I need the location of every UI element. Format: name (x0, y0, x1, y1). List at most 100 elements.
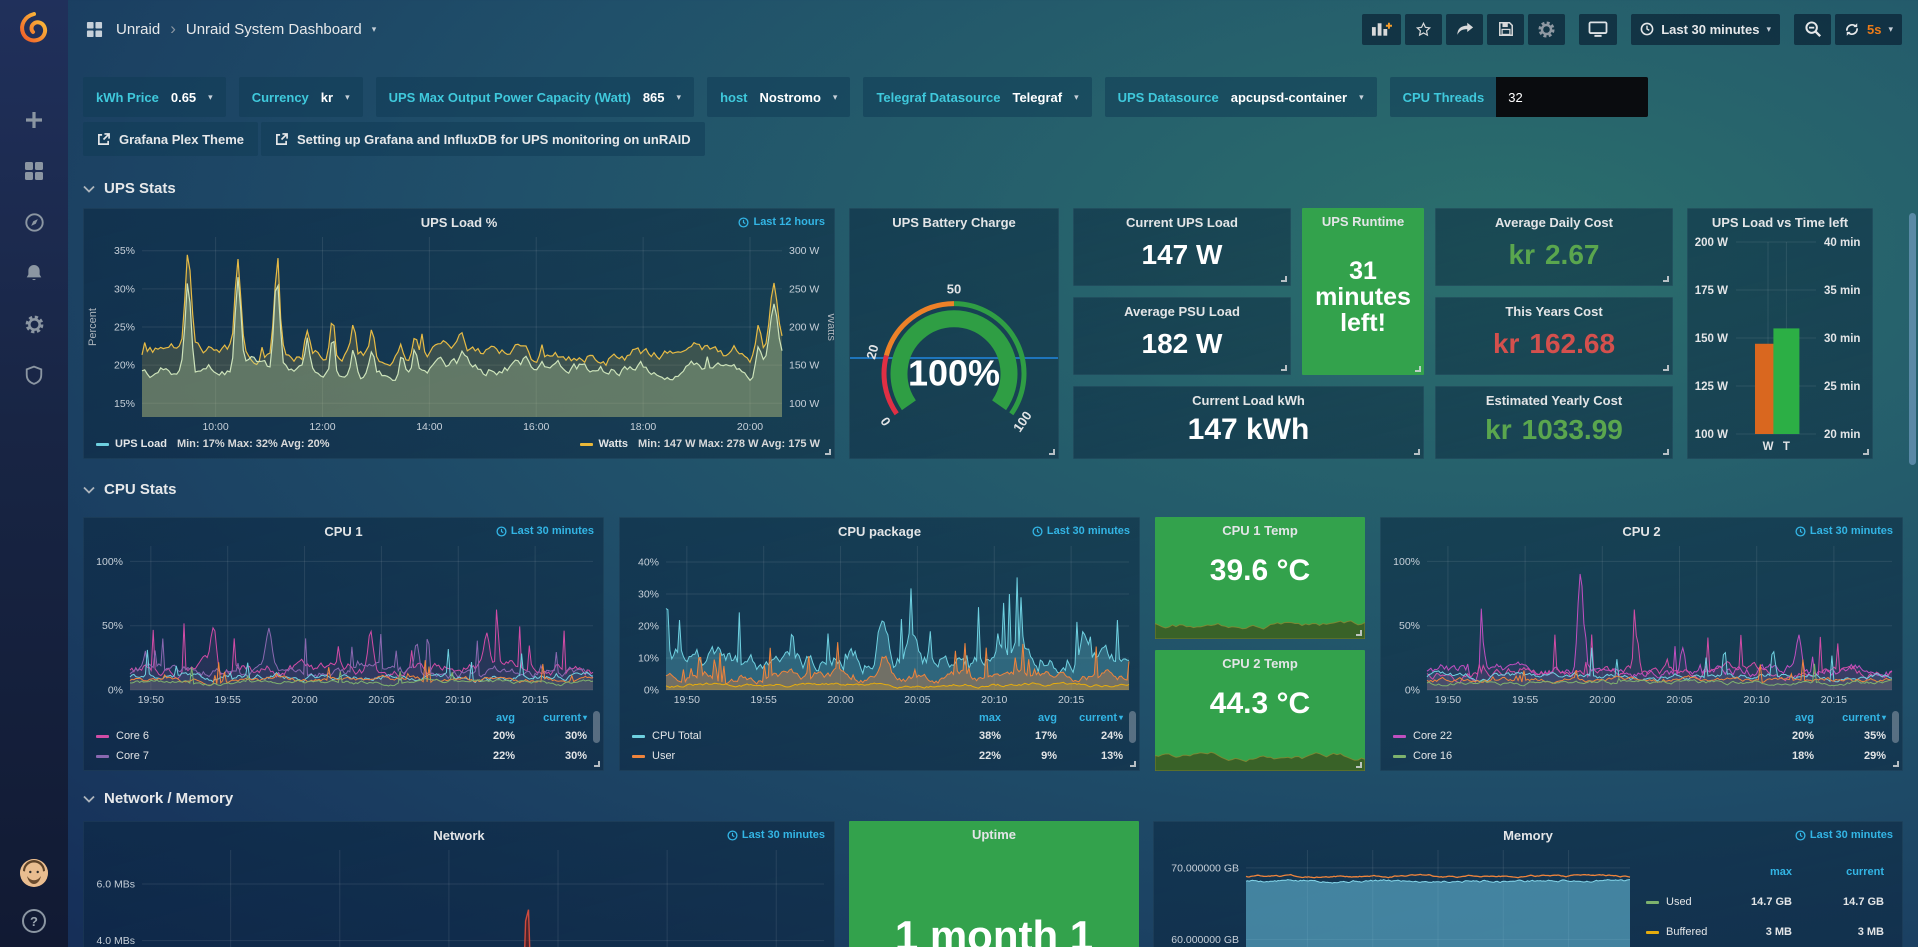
panel-title[interactable]: This Years Cost (1505, 304, 1603, 319)
panel-title[interactable]: CPU package (837, 524, 922, 539)
panel-title[interactable]: CPU 2 Temp (1222, 655, 1298, 671)
panel-resize-handle[interactable] (1356, 762, 1362, 768)
explore-compass-icon[interactable] (22, 210, 46, 234)
breadcrumb-app[interactable]: Unraid (116, 20, 161, 38)
legend-sort-max[interactable]: max (978, 711, 1001, 724)
panel-resize-handle[interactable] (1130, 761, 1136, 767)
legend-series-name[interactable]: Watts (598, 438, 629, 450)
save-button[interactable] (1487, 13, 1525, 45)
cycle-view-monitor-button[interactable] (1579, 13, 1618, 45)
server-admin-shield-icon[interactable] (22, 363, 46, 387)
panel-time-range[interactable]: Last 30 minutes (496, 525, 594, 537)
panel-title[interactable]: UPS Runtime (1321, 214, 1405, 229)
legend-sort-current[interactable]: current ▾ (1079, 711, 1123, 724)
variable-ups-max-output[interactable]: UPS Max Output Power Capacity (Watt) 865… (375, 77, 695, 117)
panel-title[interactable]: Average Daily Cost (1494, 215, 1613, 230)
legend-sort-avg[interactable]: avg (1038, 711, 1057, 724)
apps-grid-icon[interactable] (82, 17, 106, 41)
panel-average-daily-cost: Average Daily Cost kr 2.67 (1435, 208, 1673, 286)
panel-time-range[interactable]: Last 30 minutes (1795, 829, 1893, 841)
panel-resize-handle[interactable] (1415, 366, 1421, 372)
legend-sort-max[interactable]: max (1769, 866, 1792, 878)
link-grafana-plex-theme[interactable]: Grafana Plex Theme (83, 122, 258, 156)
legend-scrollbar[interactable] (1129, 711, 1136, 743)
variable-telegraf-datasource[interactable]: Telegraf Datasource Telegraf ▾ (863, 77, 1092, 117)
panel-resize-handle[interactable] (1893, 761, 1899, 767)
panel-estimated-yearly-cost: Estimated Yearly Cost kr 1033.99 (1435, 386, 1673, 459)
panel-resize-handle[interactable] (1663, 276, 1669, 282)
legend-sort-current[interactable]: current ▾ (1842, 711, 1886, 724)
legend-series-stats: Min: 147 W Max: 278 W Avg: 175 W (638, 438, 820, 450)
help-icon[interactable]: ? (22, 909, 46, 933)
panel-title[interactable]: Current Load kWh (1192, 393, 1305, 408)
panel-resize-handle[interactable] (1414, 449, 1420, 455)
time-range-picker[interactable]: Last 30 minutes ▾ (1631, 13, 1780, 45)
panel-title[interactable]: Network (433, 828, 485, 843)
panel-resize-handle[interactable] (1663, 365, 1669, 371)
chevron-down-icon[interactable]: ▾ (371, 23, 377, 34)
panel-resize-handle[interactable] (1281, 365, 1287, 371)
variable-currency[interactable]: Currency kr ▾ (238, 77, 363, 117)
panel-resize-handle[interactable] (1356, 629, 1362, 636)
legend-sort-avg[interactable]: avg (1795, 711, 1814, 724)
legend-scrollbar[interactable] (1892, 711, 1899, 743)
section-header-cpu-stats[interactable]: CPU Stats (83, 481, 1903, 498)
cpu2-chart[interactable]: 0% 50% 100% 19:50 19:55 20:00 20:05 20:10 20:15 (1381, 539, 1902, 707)
link-ups-monitoring-guide[interactable]: Setting up Grafana and InfluxDB for UPS … (261, 122, 705, 156)
panel-title[interactable]: Uptime (971, 827, 1017, 842)
svg-text:70.000000 GB: 70.000000 GB (1171, 862, 1239, 874)
alerting-bell-icon[interactable] (22, 261, 46, 285)
variable-ups-datasource[interactable]: UPS Datasource apcupsd-container ▾ (1104, 77, 1377, 117)
panel-time-range[interactable]: Last 30 minutes (1032, 525, 1130, 537)
page-scrollbar-thumb[interactable] (1909, 213, 1916, 465)
variable-host[interactable]: host Nostromo ▾ (707, 77, 851, 117)
share-button[interactable] (1446, 13, 1484, 45)
panel-resize-handle[interactable] (825, 449, 831, 455)
add-panel-button[interactable] (1362, 13, 1402, 45)
user-avatar[interactable] (20, 859, 48, 887)
legend-sort-current[interactable]: current (1846, 866, 1884, 878)
create-plus-icon[interactable] (22, 108, 46, 132)
panel-title[interactable]: Current UPS Load (1126, 215, 1238, 230)
panel-resize-handle[interactable] (1049, 449, 1055, 455)
section-header-ups-stats[interactable]: UPS Stats (83, 180, 1903, 197)
panel-time-range[interactable]: Last 12 hours (738, 216, 825, 228)
configuration-gear-icon[interactable] (22, 312, 46, 336)
panel-title[interactable]: Estimated Yearly Cost (1485, 393, 1623, 408)
svg-text:20:15: 20:15 (1058, 694, 1084, 706)
panel-time-range[interactable]: Last 30 minutes (727, 829, 825, 841)
variable-kwh-price[interactable]: kWh Price 0.65 ▾ (83, 77, 226, 117)
cpu-package-chart[interactable]: 0% 10% 20% 30% 40% 19:50 19:55 20:00 20:05 20:10 2… (620, 539, 1139, 707)
panel-time-range[interactable]: Last 30 minutes (1795, 525, 1893, 537)
panel-resize-handle[interactable] (1281, 276, 1287, 282)
panel-title[interactable]: CPU 1 Temp (1222, 523, 1298, 538)
section-header-network-memory[interactable]: Network / Memory (83, 790, 1903, 807)
refresh-picker[interactable]: 5s ▾ (1835, 13, 1902, 45)
breadcrumb-dashboard-title[interactable]: Unraid System Dashboard (185, 20, 362, 38)
panel-title[interactable]: UPS Load vs Time left (1711, 215, 1849, 230)
panel-resize-handle[interactable] (594, 761, 600, 767)
mark-favorite-star-button[interactable] (1405, 13, 1443, 45)
cpu1-chart[interactable]: 0% 50% 100% 19:50 19:55 20:00 20:05 20:10 20:15 (84, 539, 603, 707)
legend-scrollbar[interactable] (593, 711, 600, 743)
ups-load-vs-time-chart[interactable]: 100 W 125 W 150 W 175 W 200 W 20 min 25 min 30 … (1688, 230, 1872, 458)
panel-resize-handle[interactable] (1663, 449, 1669, 455)
zoom-out-button[interactable] (1794, 13, 1831, 45)
panel-title[interactable]: CPU 1 (324, 524, 363, 539)
panel-resize-handle[interactable] (1863, 449, 1869, 455)
legend-sort-current[interactable]: current ▾ (543, 711, 587, 724)
dashboard-settings-gear-button[interactable] (1528, 13, 1566, 45)
cpu-threads-input[interactable] (1496, 77, 1649, 117)
legend-series-name[interactable]: UPS Load (115, 438, 167, 450)
dashboards-grid-icon[interactable] (22, 159, 46, 183)
ups-load-chart[interactable]: 15% 20% 25% 30% 35% 100 W 150 W 200 W 250 W 300 W… (84, 230, 834, 434)
legend-sort-avg[interactable]: avg (496, 711, 515, 724)
panel-title[interactable]: UPS Load % (420, 215, 498, 230)
panel-title[interactable]: Memory (1503, 828, 1553, 843)
grafana-logo[interactable] (15, 10, 53, 48)
panel-title[interactable]: CPU 2 (1622, 524, 1661, 539)
panel-title[interactable]: Average PSU Load (1124, 304, 1240, 319)
panel-title[interactable]: UPS Battery Charge (892, 215, 1016, 230)
